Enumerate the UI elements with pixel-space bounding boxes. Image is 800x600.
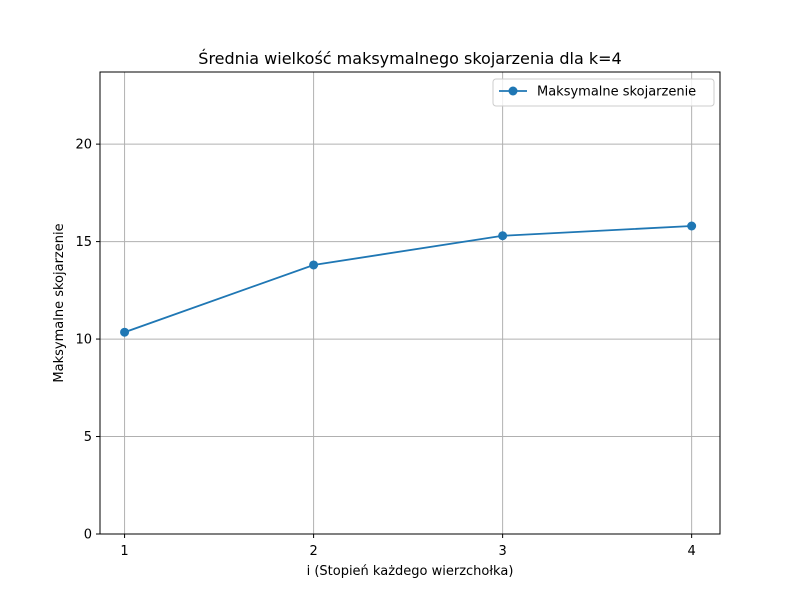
series xyxy=(120,221,697,337)
legend: Maksymalne skojarzenie xyxy=(492,78,715,107)
legend-label: Maksymalne skojarzenie xyxy=(537,85,696,100)
y-tick-label: 5 xyxy=(84,430,92,445)
x-tick-label: 1 xyxy=(120,544,128,559)
x-tick-label: 3 xyxy=(498,544,506,559)
x-tick-label: 4 xyxy=(688,544,696,559)
plot-area-frame xyxy=(99,71,721,535)
y-tick-label: 10 xyxy=(75,333,92,348)
chart-title: Średnia wielkość maksymalnego skojarzeni… xyxy=(198,49,621,68)
grid xyxy=(100,72,720,535)
x-tick-label: 2 xyxy=(309,544,317,559)
x-axis-label: i (Stopień każdego wierzchołka) xyxy=(307,564,514,579)
y-axis-label: Maksymalne skojarzenie xyxy=(52,223,67,382)
data-point xyxy=(498,231,508,241)
data-point xyxy=(687,221,697,231)
y-tick-label: 0 xyxy=(84,528,92,543)
y-tick-label: 15 xyxy=(75,235,92,250)
y-tick-label: 20 xyxy=(75,138,92,153)
legend-box xyxy=(492,78,715,107)
legend-marker-swatch xyxy=(508,86,518,96)
data-point xyxy=(120,327,130,337)
ticks: 1 2 3 4 0 5 10 15 20 xyxy=(75,138,695,559)
data-point xyxy=(309,260,319,270)
series-line xyxy=(124,225,692,334)
